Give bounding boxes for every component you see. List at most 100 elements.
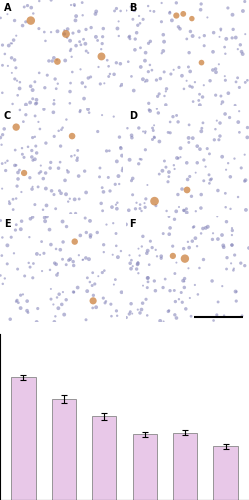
Point	[119, 7, 123, 15]
Point	[59, 142, 62, 150]
Point	[77, 28, 81, 36]
Point	[238, 41, 242, 49]
Point	[45, 202, 49, 209]
Point	[71, 288, 75, 296]
Point	[168, 224, 172, 232]
Point	[187, 121, 191, 129]
Point	[161, 230, 165, 237]
Point	[83, 83, 87, 91]
Point	[197, 96, 201, 104]
Point	[108, 70, 112, 78]
Point	[26, 143, 30, 151]
Point	[228, 114, 232, 122]
Point	[9, 233, 13, 241]
Point	[114, 242, 118, 250]
Point	[156, 109, 160, 117]
Point	[185, 77, 188, 85]
Point	[173, 270, 177, 278]
Point	[182, 244, 186, 252]
Point	[152, 133, 156, 141]
Point	[22, 154, 26, 162]
Point	[163, 92, 167, 100]
Point	[177, 23, 181, 31]
Point	[88, 233, 92, 241]
Point	[226, 4, 230, 12]
Point	[68, 79, 72, 87]
Point	[8, 200, 12, 207]
Point	[136, 21, 140, 29]
Point	[19, 304, 23, 312]
Point	[207, 171, 211, 179]
Point	[76, 284, 80, 292]
Point	[100, 184, 104, 192]
Point	[35, 149, 39, 157]
Point	[98, 173, 102, 181]
Point	[135, 260, 139, 268]
Point	[231, 266, 235, 274]
Point	[130, 134, 134, 141]
Point	[216, 235, 220, 243]
Point	[22, 3, 26, 11]
Point	[57, 290, 61, 298]
Point	[72, 262, 76, 270]
Point	[51, 108, 55, 116]
Point	[33, 112, 37, 120]
Point	[54, 204, 58, 212]
Point	[142, 199, 146, 207]
Point	[219, 92, 223, 100]
Point	[8, 315, 12, 323]
Point	[49, 28, 53, 36]
Point	[159, 254, 163, 262]
Point	[49, 0, 53, 4]
Point	[185, 35, 189, 43]
Point	[128, 260, 132, 268]
Point	[44, 37, 48, 45]
Point	[108, 187, 112, 195]
Point	[182, 284, 186, 292]
Point	[70, 68, 74, 76]
Point	[4, 166, 8, 174]
Point	[29, 16, 33, 24]
Point	[225, 265, 229, 273]
Point	[188, 82, 192, 90]
Point	[14, 220, 18, 228]
Point	[16, 298, 20, 306]
Point	[161, 30, 165, 38]
Point	[141, 282, 145, 290]
Point	[166, 128, 170, 136]
Point	[240, 48, 244, 56]
Point	[0, 252, 4, 260]
Point	[191, 98, 195, 106]
Point	[133, 46, 137, 54]
Point	[86, 49, 90, 57]
Point	[49, 295, 53, 303]
Point	[70, 53, 74, 61]
Point	[48, 226, 52, 234]
Point	[12, 36, 16, 44]
Point	[143, 128, 147, 136]
Point	[33, 78, 37, 86]
Point	[237, 84, 241, 92]
Point	[113, 276, 117, 283]
Point	[182, 278, 186, 285]
Point	[64, 190, 68, 198]
Point	[215, 116, 219, 124]
Point	[213, 125, 217, 133]
Point	[72, 0, 76, 8]
Point	[69, 210, 73, 218]
Point	[54, 84, 58, 92]
Point	[148, 7, 152, 15]
Point	[184, 205, 188, 213]
Point	[247, 244, 249, 252]
Point	[117, 180, 121, 188]
Point	[102, 240, 106, 248]
Point	[148, 61, 152, 69]
Point	[201, 119, 205, 127]
Point	[20, 144, 24, 152]
Point	[228, 173, 232, 181]
Point	[161, 47, 165, 55]
Point	[183, 254, 187, 262]
Point	[33, 200, 37, 208]
Point	[115, 312, 119, 320]
Point	[1, 130, 5, 138]
